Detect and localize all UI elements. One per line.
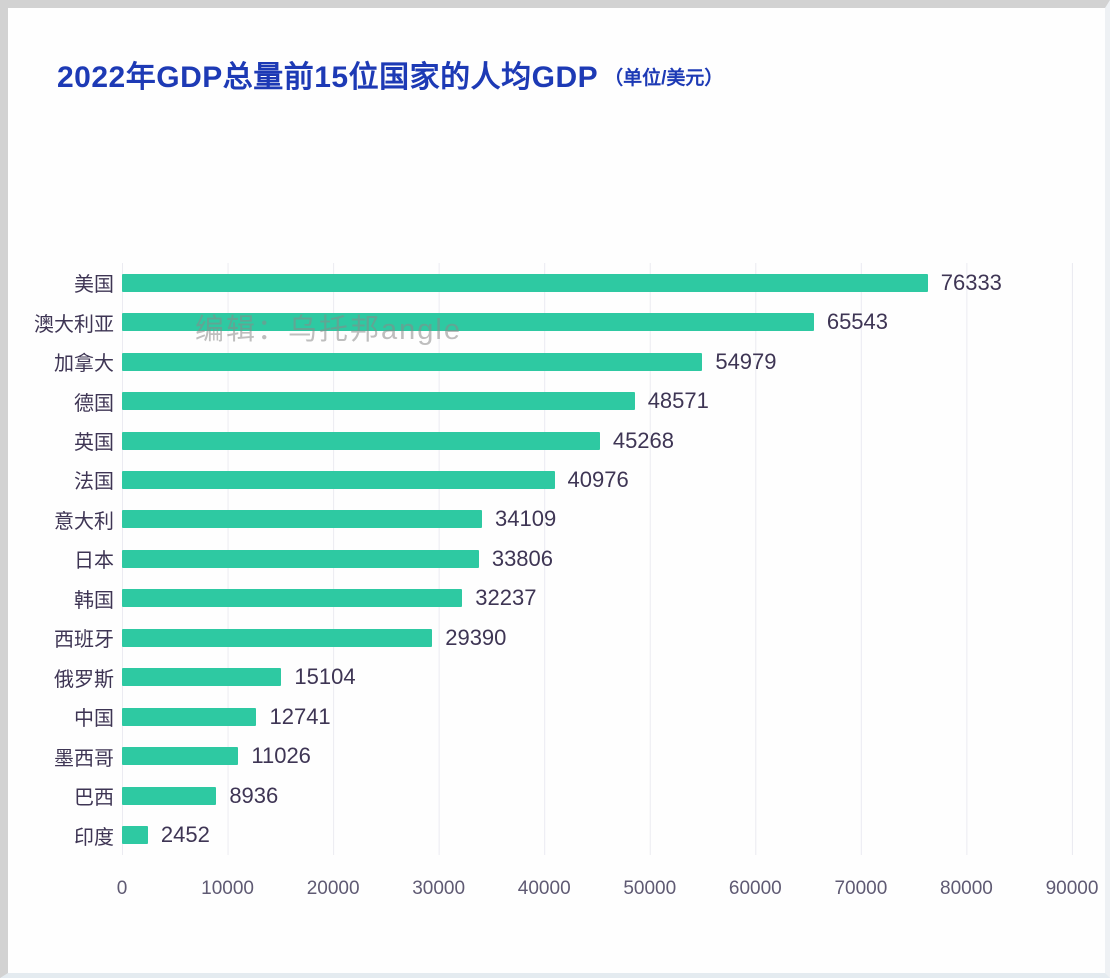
row-plot: 76333 <box>122 263 1072 302</box>
category-label: 韩国 <box>74 589 114 612</box>
x-tick-label: 50000 <box>623 878 677 899</box>
x-axis: 0 10000 20000 30000 40000 50000 60000 70000 8000… <box>8 878 1110 904</box>
category-label: 巴西 <box>74 787 114 810</box>
chart-row: 西班牙 29390 <box>8 618 1080 657</box>
chart-row: 墨西哥 11026 <box>8 736 1080 775</box>
x-tick-label: 10000 <box>201 878 254 899</box>
chart-row: 法国 40976 <box>8 460 1080 499</box>
value-label: 11026 <box>251 743 311 769</box>
row-plot: 48571 <box>122 381 1072 420</box>
x-tick-label: 60000 <box>728 878 782 899</box>
value-label: 76333 <box>940 269 1002 295</box>
chart-row: 加拿大 54979 <box>8 342 1080 381</box>
value-label: 29390 <box>445 624 507 650</box>
category-label: 美国 <box>74 274 114 297</box>
value-label: 12741 <box>269 703 331 729</box>
bar <box>122 510 483 529</box>
category-label: 俄罗斯 <box>54 668 114 691</box>
category-label: 英国 <box>74 432 114 455</box>
row-plot: 11026 <box>122 736 1072 775</box>
chart-row: 日本 33806 <box>8 539 1080 578</box>
value-label: 33806 <box>491 545 554 571</box>
chart-row: 韩国 32237 <box>8 579 1080 618</box>
row-plot: 2452 <box>122 815 1072 854</box>
bar <box>122 392 635 411</box>
row-plot: 29390 <box>122 618 1072 657</box>
category-label: 日本 <box>74 550 114 573</box>
bar <box>122 470 555 489</box>
value-label: 48571 <box>647 388 709 414</box>
x-tick-label: 90000 <box>1045 878 1099 899</box>
chart-row: 美国 76333 <box>8 263 1080 302</box>
row-plot: 8936 <box>122 776 1072 815</box>
chart-row: 德国 48571 <box>8 381 1080 420</box>
bar <box>122 549 479 568</box>
bar <box>122 747 239 766</box>
chart-row: 中国 12741 <box>8 697 1080 736</box>
category-label: 墨西哥 <box>54 747 114 770</box>
x-tick-label: 80000 <box>940 878 993 899</box>
bar <box>122 707 257 726</box>
category-label: 意大利 <box>54 510 114 533</box>
row-plot: 15104 <box>122 658 1072 697</box>
chart-title: 2022年GDP总量前15位国家的人均GDP （单位/美元） <box>57 52 723 96</box>
category-label: 德国 <box>74 392 114 415</box>
value-label: 2452 <box>160 822 210 848</box>
category-label: 中国 <box>74 708 114 731</box>
value-label: 65543 <box>826 309 889 335</box>
x-tick-label: 70000 <box>834 878 888 899</box>
chart-row: 英国 45268 <box>8 421 1080 460</box>
value-label: 8936 <box>229 782 279 808</box>
chart-row: 印度 2452 <box>8 815 1080 854</box>
chart-row: 俄罗斯 15104 <box>8 658 1080 697</box>
value-label: 32237 <box>475 585 537 611</box>
bar <box>122 313 814 332</box>
chart-title-main: 2022年GDP总量前15位国家的人均GDP <box>57 61 599 94</box>
row-plot: 65543 <box>122 302 1072 341</box>
category-label: 法国 <box>74 471 114 494</box>
category-label: 西班牙 <box>54 629 114 652</box>
row-plot: 32237 <box>122 579 1072 618</box>
value-label: 45268 <box>612 427 675 453</box>
bar-chart: 美国 76333 澳大利亚 65543 加拿大 54979 德国 48571 英国 45268 法国… <box>8 263 1080 855</box>
row-plot: 45268 <box>122 421 1072 460</box>
category-label: 加拿大 <box>54 353 114 376</box>
bar <box>122 628 433 647</box>
chart-row: 巴西 8936 <box>8 776 1080 815</box>
category-label: 澳大利亚 <box>34 313 114 336</box>
row-plot: 33806 <box>122 539 1072 578</box>
row-plot: 34109 <box>122 500 1072 539</box>
row-plot: 12741 <box>122 697 1072 736</box>
bar <box>122 431 600 450</box>
value-label: 34109 <box>495 506 557 532</box>
value-label: 54979 <box>715 348 777 374</box>
chart-row: 意大利 34109 <box>8 500 1080 539</box>
row-plot: 40976 <box>122 460 1072 499</box>
bar <box>122 273 928 292</box>
bar-rows: 美国 76333 澳大利亚 65543 加拿大 54979 德国 48571 英国 45268 法国… <box>8 263 1080 855</box>
bar <box>122 786 217 805</box>
row-plot: 54979 <box>122 342 1072 381</box>
chart-row: 澳大利亚 65543 <box>8 302 1080 341</box>
x-tick-label: 20000 <box>306 878 360 899</box>
value-label: 15104 <box>294 664 356 690</box>
bar <box>122 352 703 371</box>
category-label: 印度 <box>74 826 114 849</box>
chart-title-unit: （单位/美元） <box>604 68 724 89</box>
bar <box>122 589 463 608</box>
bar <box>122 826 148 845</box>
bar <box>122 668 282 687</box>
x-tick-label: 40000 <box>517 878 571 899</box>
x-tick-label: 30000 <box>412 878 466 899</box>
value-label: 40976 <box>567 466 629 492</box>
x-tick-label: 0 <box>116 878 128 899</box>
